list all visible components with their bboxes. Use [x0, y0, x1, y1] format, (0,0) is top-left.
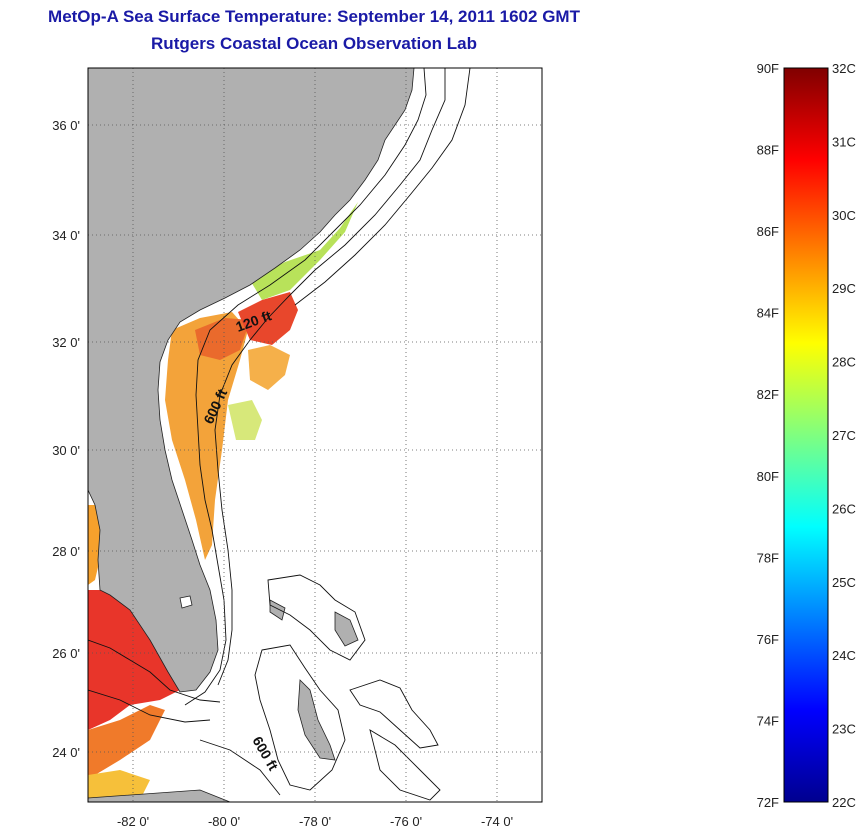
colorbar-c-label: 28C	[832, 355, 856, 370]
lat-tick: 26 0'	[52, 646, 80, 661]
colorbar-c-label: 30C	[832, 208, 856, 223]
temperature-colorbar: 90F 88F 86F 84F 82F 80F 78F 76F 74F 72F 32C 31C 30C…	[757, 61, 856, 810]
lat-tick: 24 0'	[52, 745, 80, 760]
colorbar-f-label: 74F	[757, 713, 779, 728]
colorbar-c-label: 26C	[832, 501, 856, 516]
colorbar-c-label: 25C	[832, 575, 856, 590]
bathymetry-contours	[88, 68, 471, 801]
colorbar-c-label: 32C	[832, 61, 856, 76]
colorbar-f-label: 78F	[757, 550, 779, 565]
colorbar-f-label: 80F	[757, 469, 779, 484]
map-subtitle: Rutgers Coastal Ocean Observation Lab	[151, 34, 477, 53]
land-mass	[88, 68, 415, 802]
colorbar-f-label: 86F	[757, 224, 779, 239]
lon-tick: -80 0'	[208, 814, 240, 829]
lat-tick: 32 0'	[52, 335, 80, 350]
colorbar-f-label: 84F	[757, 306, 779, 321]
fahrenheit-labels: 90F 88F 86F 84F 82F 80F 78F 76F 74F 72F	[757, 61, 779, 810]
colorbar-f-label: 72F	[757, 795, 779, 810]
lon-tick: -78 0'	[299, 814, 331, 829]
map-title: MetOp-A Sea Surface Temperature: Septemb…	[48, 7, 580, 26]
colorbar-gradient	[783, 67, 829, 803]
latitude-axis: 36 0' 34 0' 32 0' 30 0' 28 0' 26 0' 24 0…	[52, 118, 80, 760]
lat-tick: 30 0'	[52, 443, 80, 458]
colorbar-c-label: 22C	[832, 795, 856, 810]
lon-tick: -74 0'	[481, 814, 513, 829]
lon-tick: -82 0'	[117, 814, 149, 829]
colorbar-c-label: 31C	[832, 134, 856, 149]
map-border	[87, 67, 543, 803]
celsius-labels: 32C 31C 30C 29C 28C 27C 26C 25C 24C 23C 22C	[832, 61, 856, 810]
colorbar-c-label: 27C	[832, 428, 856, 443]
sst-data-overlay	[88, 202, 358, 800]
colorbar-c-label: 29C	[832, 281, 856, 296]
colorbar-c-label: 24C	[832, 648, 856, 663]
colorbar-c-label: 23C	[832, 722, 856, 737]
colorbar-f-label: 82F	[757, 387, 779, 402]
longitude-axis: -82 0' -80 0' -78 0' -76 0' -74 0'	[117, 814, 513, 829]
lat-tick: 28 0'	[52, 544, 80, 559]
lon-tick: -76 0'	[390, 814, 422, 829]
lat-tick: 36 0'	[52, 118, 80, 133]
colorbar-f-label: 76F	[757, 632, 779, 647]
colorbar-f-label: 88F	[757, 143, 779, 158]
lat-tick: 34 0'	[52, 228, 80, 243]
colorbar-f-label: 90F	[757, 61, 779, 76]
